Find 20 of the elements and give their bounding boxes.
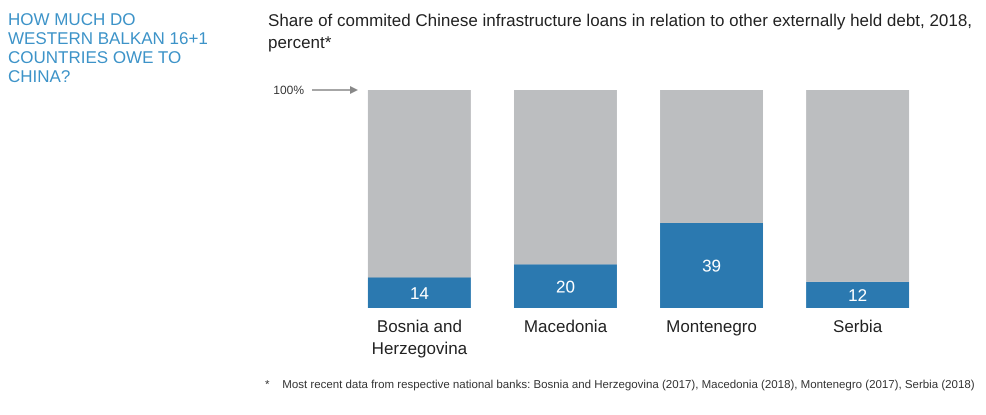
x-tick-label: Bosnia and Herzegovina (372, 317, 468, 358)
chart-subtitle: Share of commited Chinese infrastructure loans in relation to other externally held debt, 2018, percent* (268, 10, 974, 54)
data-label: 14 (410, 284, 429, 303)
bar (806, 282, 910, 308)
bar (514, 90, 617, 264)
bar (806, 90, 910, 282)
text: 100% (273, 83, 304, 98)
x-tick-label: Montenegro (666, 317, 757, 336)
bar (368, 90, 471, 278)
text: HOW MUCH DO WESTERN BALKAN 16+1 COUNTRIES OWE TO CHINA? (8, 10, 208, 86)
bar (514, 264, 617, 308)
text: * Most recent data from respective national banks: Bosnia and Herzegovina (2017), Macedonia (2018), Montenegro (2017), Serbia (2018) (265, 378, 976, 392)
data-label: 20 (556, 277, 575, 296)
x-tick-label: Serbia (833, 317, 883, 336)
data-label: 12 (848, 286, 868, 306)
bar (368, 277, 471, 308)
data-label: 39 (702, 256, 721, 276)
bar (660, 90, 764, 223)
x-tick-label: Macedonia (524, 317, 608, 336)
bar (660, 222, 764, 308)
